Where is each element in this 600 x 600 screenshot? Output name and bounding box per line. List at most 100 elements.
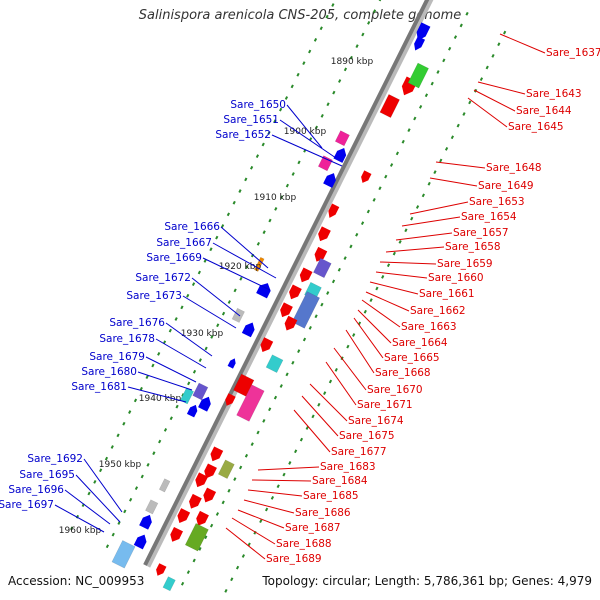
gene-label[interactable]: Sare_1687 <box>285 522 341 534</box>
gene-arrow-icon <box>225 393 236 406</box>
track-tick <box>294 449 298 454</box>
gene-label[interactable]: Sare_1683 <box>320 461 376 473</box>
gene-label[interactable]: Sare_1671 <box>357 399 413 411</box>
gene-arrow-icon <box>289 284 302 300</box>
gene-label[interactable]: Sare_1684 <box>312 475 368 487</box>
gene-label[interactable]: Sare_1685 <box>303 490 359 502</box>
track-tick <box>407 128 411 133</box>
gene-label[interactable]: Sare_1660 <box>428 272 484 284</box>
gene-label[interactable]: Sare_1658 <box>445 241 501 253</box>
track-tick <box>343 67 348 72</box>
label-connector <box>369 281 419 295</box>
gene-label[interactable]: Sare_1668 <box>375 367 431 379</box>
track-tick <box>198 358 202 363</box>
gene-box <box>407 62 429 89</box>
track-tick <box>299 437 304 442</box>
gene-arrow-icon <box>177 508 191 523</box>
gene-label[interactable]: Sare_1653 <box>469 196 525 208</box>
gene-arrow-icon <box>186 404 198 418</box>
gene-arrow-icon <box>299 267 313 283</box>
gene-label[interactable]: Sare_1689 <box>266 553 322 565</box>
gene-label[interactable]: Sare_1649 <box>478 180 534 192</box>
track-tick <box>186 570 190 575</box>
gene-label[interactable]: Sare_1648 <box>486 162 542 174</box>
label-connector <box>271 134 343 167</box>
track-tick <box>308 325 312 330</box>
label-connector <box>409 201 469 215</box>
gene-label[interactable]: Sare_1637 <box>546 47 600 59</box>
track-tick <box>198 546 202 551</box>
track-tick <box>337 267 341 272</box>
track-tick <box>221 500 225 505</box>
gene-label[interactable]: Sare_1650 <box>230 99 286 111</box>
gene-label[interactable]: Sare_1669 <box>146 252 202 264</box>
label-connector <box>212 242 277 279</box>
gene-box <box>158 478 171 493</box>
track-tick <box>360 221 365 226</box>
gene-label[interactable]: Sare_1676 <box>109 317 165 329</box>
track-tick <box>203 258 207 263</box>
gene-features <box>111 22 431 592</box>
gene-arrow-icon <box>241 322 255 338</box>
gene-label[interactable]: Sare_1674 <box>348 415 404 427</box>
track-tick <box>398 240 402 244</box>
label-connector <box>182 295 237 329</box>
gene-label[interactable]: Sare_1657 <box>453 227 509 239</box>
gene-label[interactable]: Sare_1665 <box>384 352 440 364</box>
gene-label[interactable]: Sare_1678 <box>99 333 155 345</box>
gene-label[interactable]: Sare_1695 <box>19 469 75 481</box>
track-tick <box>235 565 240 570</box>
track-tick <box>296 72 300 77</box>
gene-label[interactable]: Sare_1661 <box>419 288 475 300</box>
gene-arrow-icon <box>361 170 372 183</box>
track-tick <box>204 346 208 351</box>
gene-arrow-icon <box>196 510 209 526</box>
track-tick <box>465 11 469 16</box>
gene-arrow-icon <box>204 463 217 479</box>
track-tick <box>319 26 323 31</box>
gene-label[interactable]: Sare_1673 <box>126 290 182 302</box>
label-connector <box>202 257 271 291</box>
track-tick <box>392 251 396 256</box>
gene-label[interactable]: Sare_1670 <box>367 384 423 396</box>
gene-label[interactable]: Sare_1664 <box>392 337 448 349</box>
backbone-line <box>143 0 430 566</box>
gene-label[interactable]: Sare_1663 <box>401 321 457 333</box>
track-tick <box>314 314 318 319</box>
gene-label[interactable]: Sare_1651 <box>223 114 279 126</box>
gene-label[interactable]: Sare_1666 <box>164 221 220 233</box>
label-connectors <box>54 33 546 560</box>
track-tick <box>273 119 277 124</box>
label-connector <box>247 489 303 497</box>
track-tick <box>343 256 347 260</box>
track-tick <box>302 337 307 342</box>
gene-label[interactable]: Sare_1696 <box>8 484 64 496</box>
gene-label[interactable]: Sare_1659 <box>437 258 493 270</box>
track-tick <box>325 14 329 19</box>
track-tick <box>444 147 449 151</box>
gene-label[interactable]: Sare_1697 <box>0 499 54 511</box>
gene-label[interactable]: Sare_1672 <box>135 272 191 284</box>
gene-label[interactable]: Sare_1688 <box>276 538 332 550</box>
gene-label[interactable]: Sare_1643 <box>526 88 582 100</box>
gene-label[interactable]: Sare_1680 <box>81 366 137 378</box>
label-connector <box>251 479 312 482</box>
gene-label[interactable]: Sare_1645 <box>508 121 564 133</box>
track-tick <box>244 453 249 458</box>
gene-label[interactable]: Sare_1681 <box>71 381 127 393</box>
gene-label[interactable]: Sare_1675 <box>339 430 395 442</box>
gene-label[interactable]: Sare_1667 <box>156 237 212 249</box>
gene-label[interactable]: Sare_1654 <box>461 211 517 223</box>
gene-label[interactable]: Sare_1679 <box>89 351 145 363</box>
gene-label[interactable]: Sare_1686 <box>295 507 351 519</box>
track-tick <box>363 309 367 314</box>
gene-label[interactable]: Sare_1677 <box>331 446 387 458</box>
label-connector <box>191 277 241 317</box>
gene-label[interactable]: Sare_1692 <box>27 453 83 465</box>
track-tick <box>204 535 208 540</box>
scale-labels: 1890 kbp 1900 kbp 1910 kbp 1920 kbp 1930 kbp… <box>59 57 374 536</box>
gene-label[interactable]: Sare_1644 <box>516 105 572 117</box>
gene-label[interactable]: Sare_1652 <box>215 129 271 141</box>
gene-label[interactable]: Sare_1662 <box>410 305 466 317</box>
track-tick <box>104 456 109 461</box>
